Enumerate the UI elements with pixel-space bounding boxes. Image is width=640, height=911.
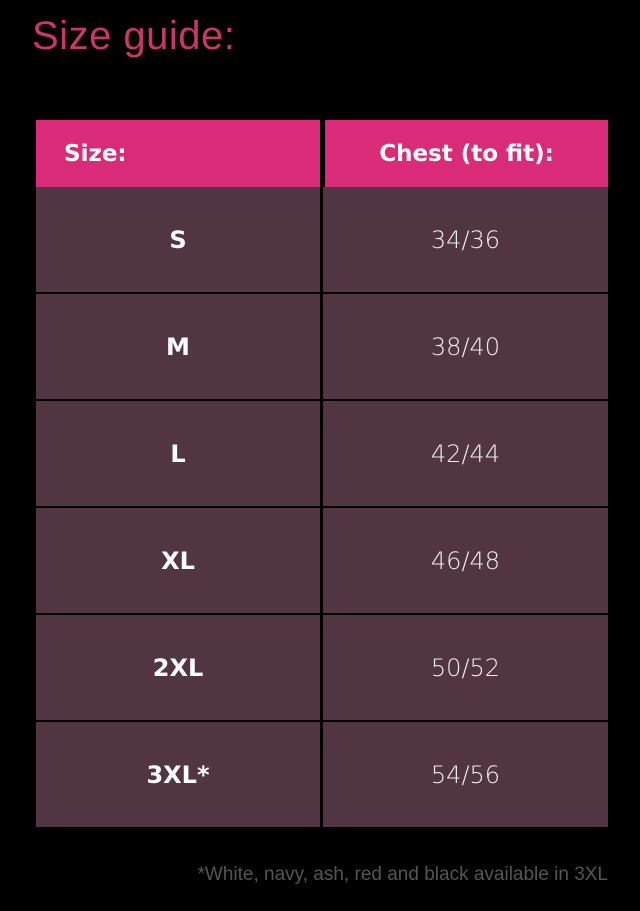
size-cell: S <box>36 187 320 292</box>
size-cell: 3XL* <box>36 722 320 827</box>
size-cell: M <box>36 294 320 399</box>
table-row: XL 46/48 <box>36 508 608 613</box>
table-row: 2XL 50/52 <box>36 615 608 720</box>
size-cell: XL <box>36 508 320 613</box>
header-size: Size: <box>36 120 320 187</box>
table-header: Size: Chest (to fit): <box>36 120 608 187</box>
table-row: M 38/40 <box>36 294 608 399</box>
chest-cell: 54/56 <box>323 722 608 827</box>
size-cell: 2XL <box>36 615 320 720</box>
table-row: 3XL* 54/56 <box>36 722 608 827</box>
table-row: L 42/44 <box>36 401 608 506</box>
size-cell: L <box>36 401 320 506</box>
page-title: Size guide: <box>32 14 236 58</box>
chest-cell: 42/44 <box>323 401 608 506</box>
chest-cell: 34/36 <box>323 187 608 292</box>
table-row: S 34/36 <box>36 187 608 292</box>
footnote: *White, navy, ash, red and black availab… <box>197 864 609 885</box>
chest-cell: 50/52 <box>323 615 608 720</box>
chest-cell: 38/40 <box>323 294 608 399</box>
size-table: Size: Chest (to fit): S 34/36 M 38/40 L 42/44… <box>36 120 608 827</box>
header-chest: Chest (to fit): <box>325 120 608 187</box>
chest-cell: 46/48 <box>323 508 608 613</box>
